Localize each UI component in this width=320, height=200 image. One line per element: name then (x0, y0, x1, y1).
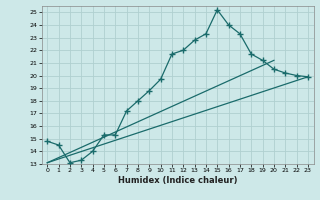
X-axis label: Humidex (Indice chaleur): Humidex (Indice chaleur) (118, 176, 237, 185)
